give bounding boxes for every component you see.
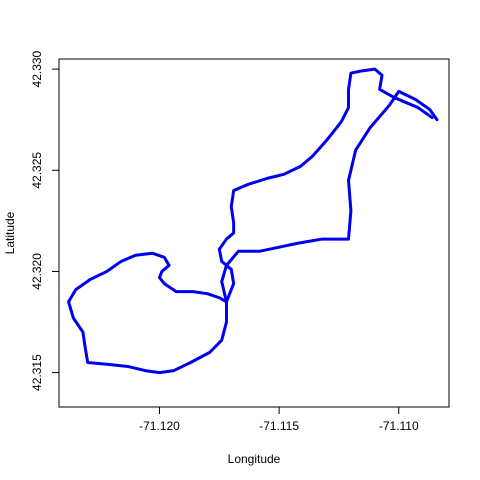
y-axis: 42.315 42.320 42.325 42.330 [30, 50, 59, 391]
x-tick-label-0: -71.120 [139, 419, 180, 433]
y-tick-label-1: 42.320 [30, 253, 44, 290]
y-tick-label-0: 42.315 [30, 354, 44, 391]
y-axis-label: Latitude [3, 211, 17, 254]
x-tick-label-2: -71.110 [379, 419, 419, 433]
series-path-0 [67, 67, 439, 375]
x-tick-label-1: -71.115 [259, 419, 299, 433]
y-tick-label-2: 42.325 [30, 152, 44, 189]
y-tick-label-3: 42.330 [30, 50, 44, 87]
x-axis-label: Longitude [228, 452, 281, 466]
plot-frame [58, 58, 450, 408]
series-layer [67, 67, 439, 375]
plot-area [58, 58, 450, 408]
x-axis: -71.120 -71.115 -71.110 [139, 407, 419, 433]
